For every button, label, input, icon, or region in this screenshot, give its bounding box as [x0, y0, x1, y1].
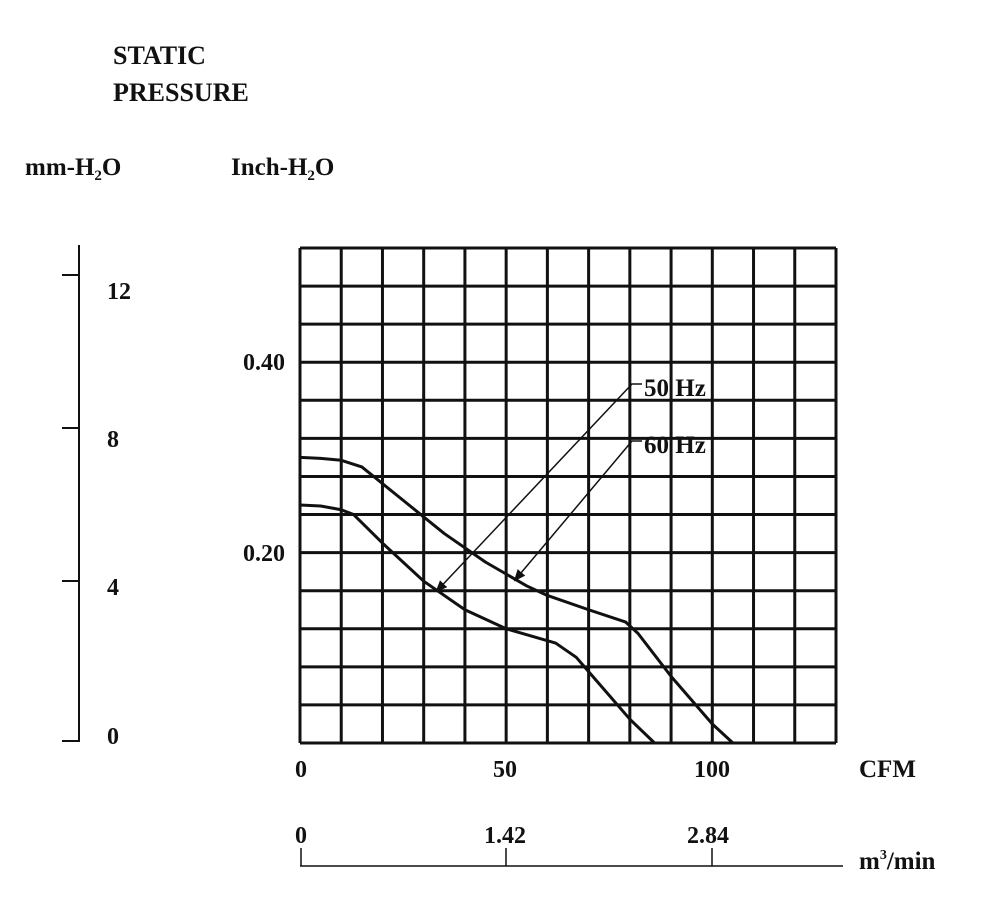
series-layer: [299, 455, 734, 745]
annotation-50hz-leader: [435, 383, 642, 593]
annotation-60hz-leader: [513, 440, 642, 582]
x-tick-label: 50: [493, 757, 517, 783]
x2-axis: 0 1.42 2.84 m3/min: [295, 823, 936, 875]
y-left-tick-label: 8: [107, 427, 119, 453]
annotation-60hz-label: 60 Hz: [644, 432, 706, 459]
y-left-unit-label: mm-H2O: [25, 154, 121, 184]
y-right-tick-label: 0.40: [243, 350, 285, 376]
x2-tick-label: 0: [295, 823, 307, 849]
y-left-axis: 12 8 4 0: [62, 245, 131, 750]
y-right-tick-label: 0.20: [243, 541, 285, 567]
y-right-unit-label: Inch-H2O: [231, 154, 334, 184]
y-left-tick-label: 4: [107, 575, 119, 601]
x2-tick-label: 2.84: [687, 823, 729, 849]
annotation-60hz: 60 Hz: [513, 432, 706, 582]
series-line-60hz: [299, 455, 734, 745]
chart-title-line-2: PRESSURE: [113, 78, 249, 107]
x-tick-label: 0: [295, 757, 307, 783]
annotation-50hz: 50 Hz: [435, 375, 706, 593]
x2-tick-label: 1.42: [484, 823, 526, 849]
series-line-50hz: [299, 503, 656, 745]
chart-title-line-1: STATIC: [113, 41, 206, 70]
x-unit-label: CFM: [859, 756, 916, 783]
x2-unit-label: m3/min: [859, 848, 936, 875]
x-tick-label: 100: [694, 757, 730, 783]
annotation-50hz-label: 50 Hz: [644, 375, 706, 402]
y-left-tick-label: 12: [107, 279, 131, 305]
y-left-tick-label: 0: [107, 724, 119, 750]
chart-grid: [298, 246, 838, 745]
